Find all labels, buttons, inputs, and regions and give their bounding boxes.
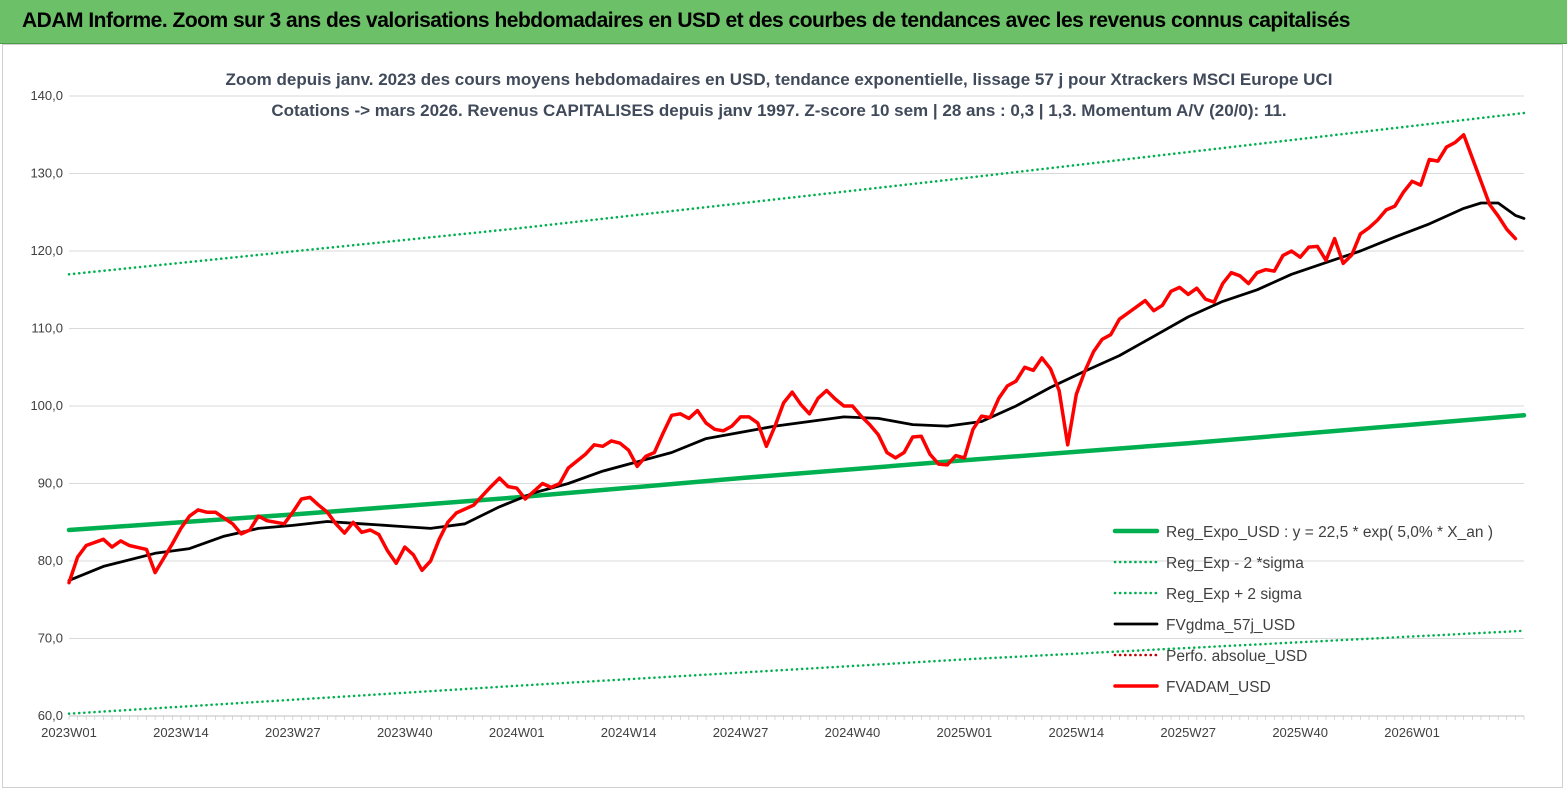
x-tick-label: 2023W27 (265, 725, 321, 740)
legend-label: FVADAM_USD (1166, 679, 1271, 696)
report-title: ADAM Informe. Zoom sur 3 ans des valoris… (22, 9, 1350, 32)
x-tick-label: 2025W01 (937, 725, 993, 740)
series-line-2 (67, 111, 1526, 276)
chart-frame: 60,0 70,0 80,0 90,0 100,0 110,0 120,0 130,0 140,… (2, 44, 1563, 788)
x-tick-label: 2023W14 (153, 725, 209, 740)
gridlines (69, 95, 1524, 717)
y-tick-label: 130,0 (30, 166, 63, 181)
x-tick-label: 2024W40 (825, 725, 881, 740)
legend-label: FVgdma_57j_USD (1166, 617, 1295, 634)
series-line-3 (67, 201, 1526, 582)
legend-label: Reg_Exp + 2 sigma (1166, 586, 1302, 603)
series-line-0 (66, 413, 1527, 533)
series-line-5 (67, 133, 1518, 585)
y-tick-label: 90,0 (38, 476, 63, 491)
legend-label: Reg_Expo_USD : y = 22,5 * exp( 5,0% * X_… (1166, 524, 1493, 541)
y-tick-label: 100,0 (30, 398, 63, 413)
y-tick-label: 110,0 (31, 321, 63, 336)
chart-title-line-2: Cotations -> mars 2026. Revenus CAPITALI… (271, 101, 1286, 120)
y-axis: 60,0 70,0 80,0 90,0 100,0 110,0 120,0 130,0 140,… (30, 88, 63, 723)
y-tick-label: 140,0 (30, 88, 63, 103)
plot-area (66, 111, 1527, 715)
x-tick-label: 2023W40 (377, 725, 433, 740)
x-tick-label: 2025W40 (1272, 725, 1328, 740)
y-tick-label: 70,0 (38, 631, 63, 646)
x-tick-label: 2025W27 (1160, 725, 1216, 740)
line-chart: 60,0 70,0 80,0 90,0 100,0 110,0 120,0 130,0 140,… (30, 70, 1527, 740)
x-tick-label: 2023W01 (41, 725, 97, 740)
x-tick-label: 2024W27 (713, 725, 769, 740)
x-tick-label: 2025W14 (1048, 725, 1104, 740)
y-tick-label: 60,0 (38, 708, 63, 723)
report-banner: ADAM Informe. Zoom sur 3 ans des valoris… (0, 0, 1567, 44)
legend-label: Perfo. absolue_USD (1166, 648, 1307, 665)
x-tick-label: 2024W14 (601, 725, 657, 740)
x-tick-label: 2024W01 (489, 725, 545, 740)
legend-label: Reg_Exp - 2 *sigma (1166, 555, 1304, 572)
chart-title-line-1: Zoom depuis janv. 2023 des cours moyens … (226, 70, 1333, 89)
y-tick-label: 80,0 (38, 553, 63, 568)
x-axis: 2023W01 2023W14 2023W27 2023W40 2024W01 2024W… (41, 715, 1525, 740)
y-tick-label: 120,0 (30, 243, 63, 258)
x-tick-label: 2026W01 (1384, 725, 1440, 740)
legend: Reg_Expo_USD : y = 22,5 * exp( 5,0% * X_… (1112, 524, 1493, 696)
series-line-1 (67, 629, 1526, 715)
